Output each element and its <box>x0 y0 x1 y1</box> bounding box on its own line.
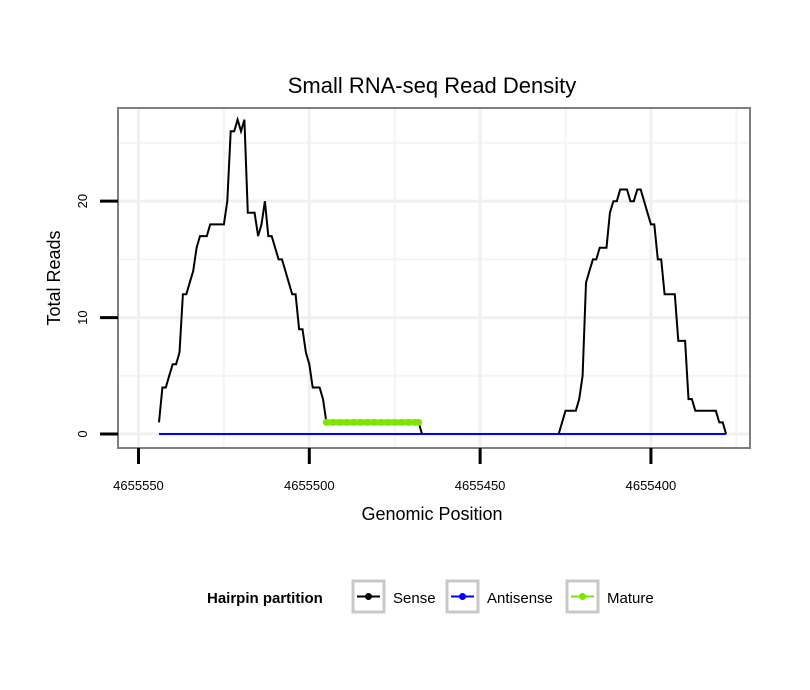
y-axis-title: Total Reads <box>44 230 64 325</box>
series-mature-point <box>391 418 399 426</box>
series-mature-point <box>415 418 423 426</box>
x-axis: 4655550 4655500 4655450 4655400 <box>113 448 676 493</box>
series-layer <box>158 116 728 435</box>
legend-key-point <box>365 593 372 600</box>
y-tick-label: 10 <box>75 310 90 324</box>
x-tick-label: 4655450 <box>455 478 506 493</box>
y-axis: 0 10 20 <box>75 194 118 438</box>
legend-label: Sense <box>393 590 436 607</box>
plot-panel <box>118 108 750 448</box>
series-mature-point <box>377 418 385 426</box>
series-mature-point <box>384 418 392 426</box>
series-mature-point <box>363 418 371 426</box>
series-mature-point <box>329 418 337 426</box>
series-mature-point <box>336 418 344 426</box>
legend-item-sense: Sense <box>351 579 436 614</box>
y-tick-label: 20 <box>75 194 90 208</box>
series-mature-point <box>398 418 406 426</box>
legend: Hairpin partition Sense Antisense Mature <box>207 579 654 614</box>
series-mature-point <box>404 418 412 426</box>
legend-item-antisense: Antisense <box>445 579 553 614</box>
x-tick-label: 4655400 <box>626 478 677 493</box>
series-mature-point <box>343 418 351 426</box>
series-mature-point <box>370 418 378 426</box>
series-mature-point <box>357 418 365 426</box>
x-tick-label: 4655500 <box>284 478 335 493</box>
legend-label: Antisense <box>487 590 553 607</box>
legend-title: Hairpin partition <box>207 590 323 607</box>
legend-key-point <box>579 593 586 600</box>
panel-border <box>117 107 751 449</box>
series-mature-point <box>322 418 330 426</box>
x-tick-label: 4655550 <box>113 478 164 493</box>
x-axis-title: Genomic Position <box>361 504 502 524</box>
legend-key-point <box>459 593 466 600</box>
y-tick-label: 0 <box>75 430 90 437</box>
chart-title: Small RNA-seq Read Density <box>288 73 577 98</box>
legend-label: Mature <box>607 590 654 607</box>
series-mature-point <box>350 418 358 426</box>
legend-item-mature: Mature <box>565 579 654 614</box>
